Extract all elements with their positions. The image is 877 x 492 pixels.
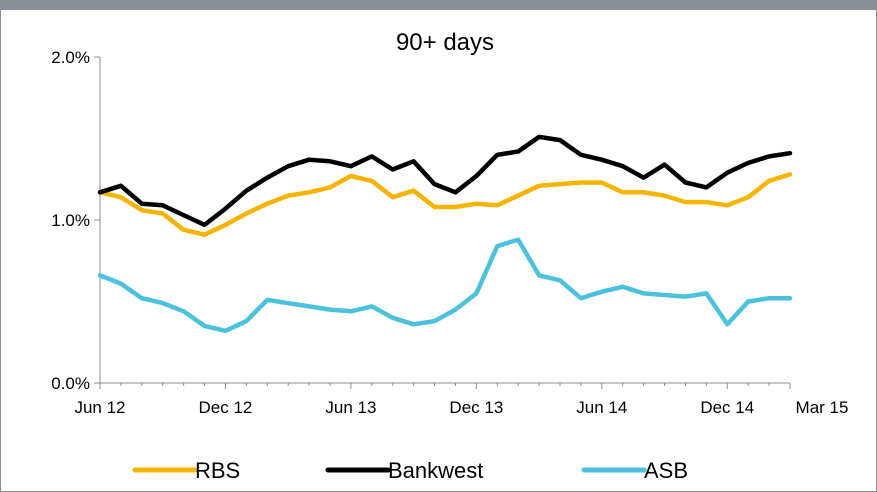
legend-label: ASB <box>644 458 688 483</box>
x-tick-label: Jun 12 <box>74 398 125 417</box>
series-lines <box>97 134 793 334</box>
axes: 0.0% 1.0% 2.0% Jun 12 Dec 12 Jun 13 Dec 13 Jun … <box>51 48 848 417</box>
x-tick-label: Dec 12 <box>199 398 253 417</box>
legend-label: RBS <box>195 458 240 483</box>
legend-label: Bankwest <box>388 458 483 483</box>
x-tick-label: Jun 13 <box>325 398 376 417</box>
x-tick-label: Jun 14 <box>576 398 627 417</box>
legend: RBS Bankwest ASB <box>132 458 688 483</box>
x-tick-label: Mar 15 <box>796 398 849 417</box>
y-tick-label: 0.0% <box>51 374 90 393</box>
y-tick-label: 2.0% <box>51 48 90 67</box>
series-line-rbs <box>97 172 793 237</box>
x-tick-label: Dec 13 <box>449 398 503 417</box>
legend-item-bankwest: Bankwest <box>325 458 483 483</box>
legend-item-rbs: RBS <box>132 458 240 483</box>
chart-title: 90+ days <box>396 29 494 56</box>
legend-item-asb: ASB <box>581 458 688 483</box>
series-line-asb <box>97 237 793 334</box>
series-line-bankwest <box>97 134 793 228</box>
x-tick-label: Dec 14 <box>700 398 754 417</box>
y-tick-label: 1.0% <box>51 211 90 230</box>
